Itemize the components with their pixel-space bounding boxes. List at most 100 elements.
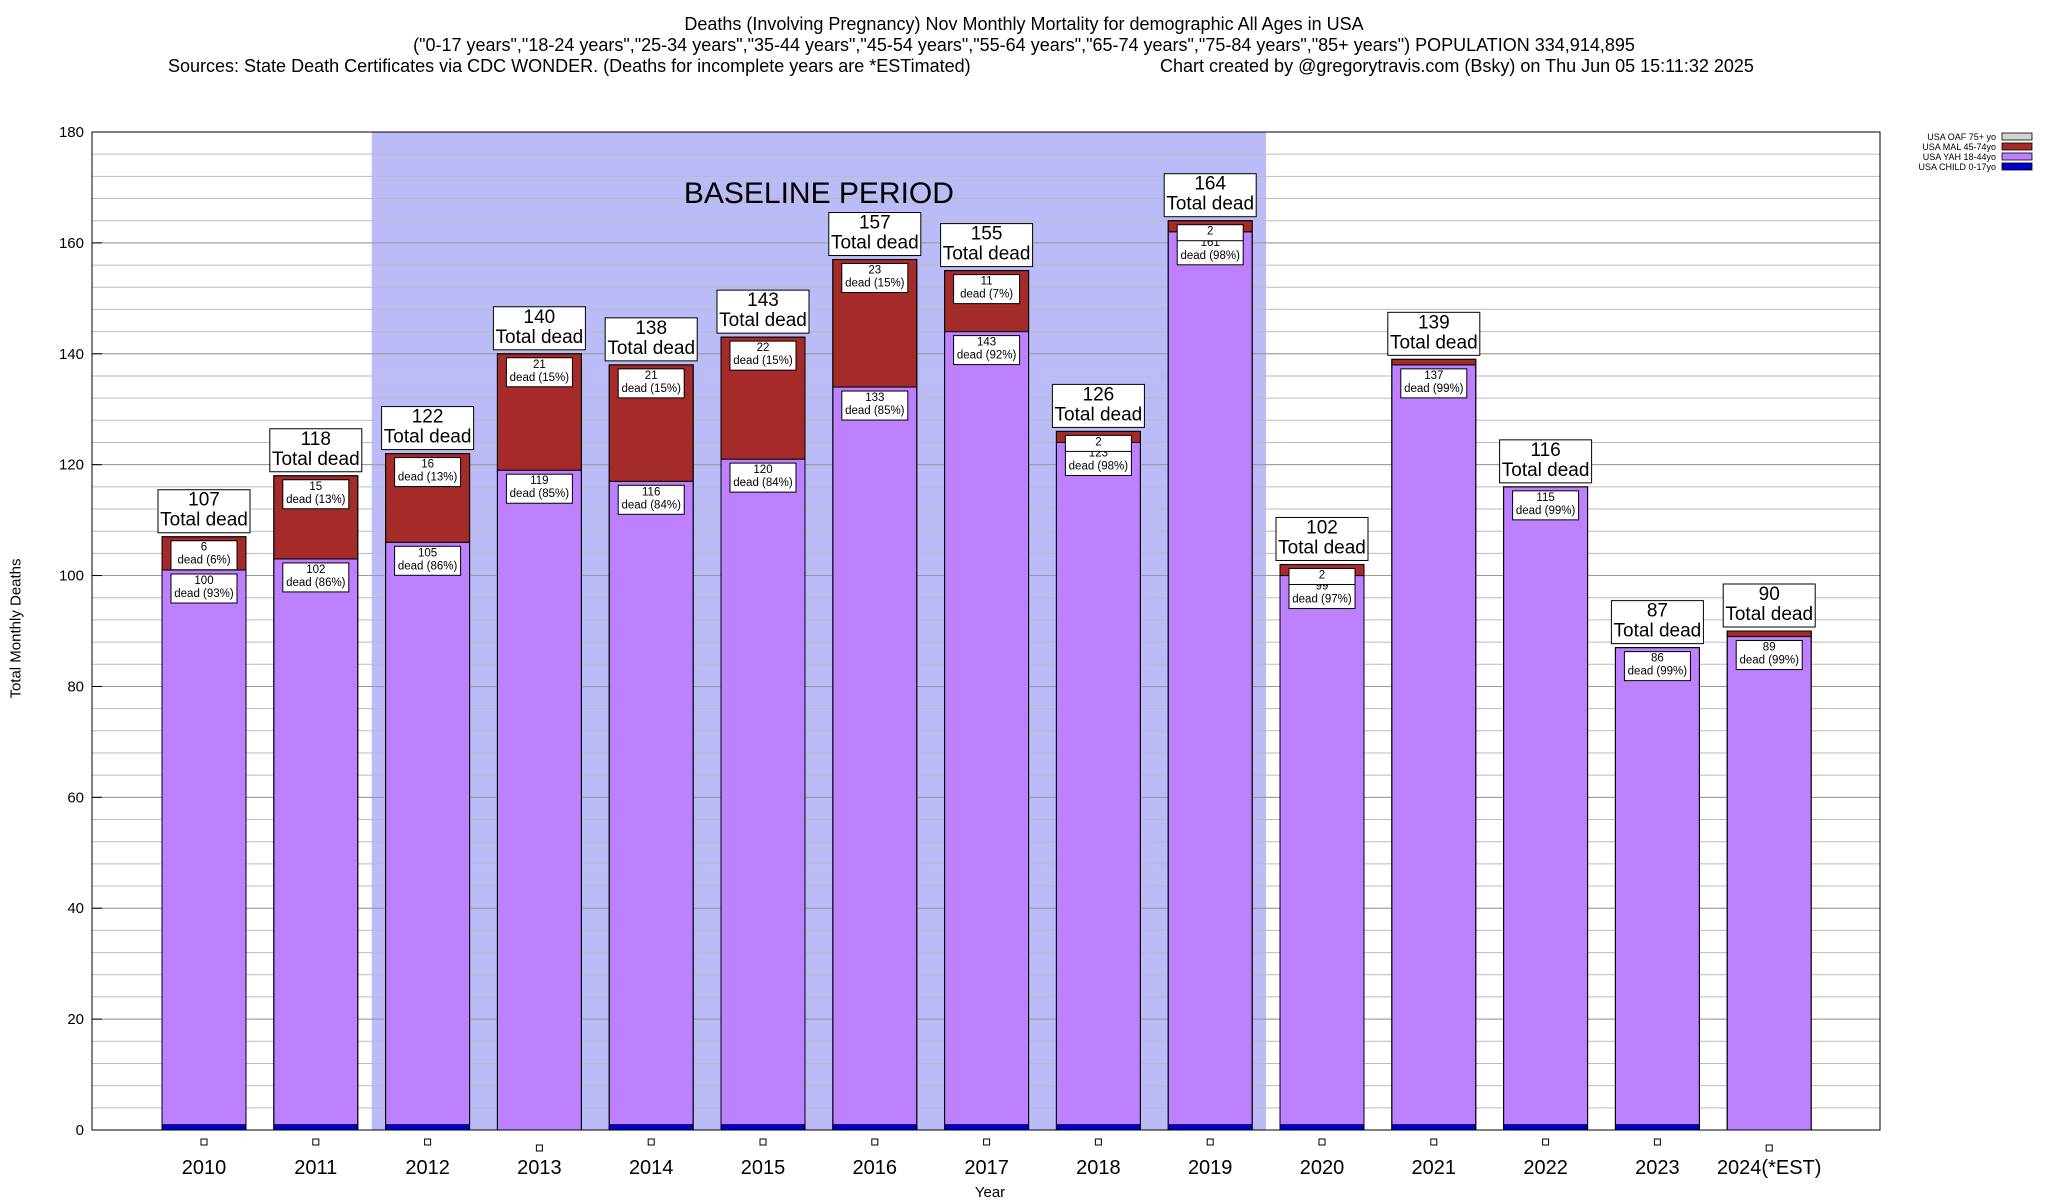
x-point-marker [1318,1138,1326,1146]
bar-yah-2020 [1279,575,1365,1131]
total-label-text: 164 [1194,174,1226,195]
legend-label: USA OAF 75+ yo [1927,132,1996,142]
x-tick-label: 2019 [1188,1157,1233,1179]
yah-label-text: 105 [418,547,437,559]
total-label-box [716,289,810,334]
chart-credit: Chart created by @gregorytravis.com (Bsk… [1160,56,1754,76]
bar-yah-2023 [1614,647,1700,1131]
mal-label-text: 6 [201,542,207,554]
x-tick-label: 2014 [629,1157,674,1179]
total-label-box [269,428,363,473]
yah-label-text: 137 [1424,370,1443,382]
bar-yah-2018 [1055,441,1141,1131]
yah-label-text: dead (99%) [1628,666,1688,678]
x-tick-label: 2018 [1076,1157,1121,1179]
y-tick-label: 100 [59,568,84,585]
chart-subtitle: ("0-17 years","18-24 years","25-34 years… [413,35,1635,55]
x-point-marker [759,1138,767,1146]
baseline-period-label: BASELINE PERIOD [684,177,954,210]
bar-yah-2022 [1503,486,1589,1131]
total-label-box [1387,311,1481,356]
x-point-marker [1094,1138,1102,1146]
total-label-text: 118 [301,429,331,450]
mal-label-text: dead (15%) [510,372,570,384]
bar-child-2018 [1056,1124,1141,1131]
mal-label-box [617,368,685,399]
mal-label-box [729,340,797,371]
y-tick-label: 20 [67,1011,84,1028]
bar-child-2016 [832,1124,918,1131]
total-label-text: Total dead [1502,460,1590,481]
yah-label-text: dead (97%) [1292,594,1352,606]
bar-mal-2024(*EST) [1726,630,1812,638]
total-label-text: 107 [188,490,220,511]
mal-label-text: 21 [645,370,658,382]
bar-yah-2017 [944,331,1030,1131]
legend-label: USA MAL 45-74yo [1922,142,1996,152]
yah-label-box [394,545,462,576]
legend-label: USA CHILD 0-17yo [1918,162,1996,172]
bar-child-2019 [1167,1124,1253,1131]
yah-label-box [1623,651,1691,682]
total-label-box [604,317,698,362]
bar-child-2023 [1615,1124,1700,1131]
bar-child-2022 [1503,1124,1588,1131]
yah-label-box [729,462,797,493]
yah-label-text: dead (84%) [733,477,793,489]
x-tick-label: 2024(*EST) [1717,1157,1822,1179]
yah-label-text: dead (99%) [1404,383,1464,395]
yah-label-text: dead (98%) [1069,460,1129,472]
yah-label-text: dead (93%) [174,588,234,600]
yah-label-text: dead (98%) [1180,250,1240,262]
mal-label-text: dead (13%) [286,494,346,506]
bar-yah-2024(*EST) [1726,636,1812,1131]
total-label-text: 122 [412,407,444,428]
x-tick-label: 2013 [517,1157,562,1179]
yah-label-text: 102 [306,564,325,576]
bar-child-2011 [273,1124,359,1131]
total-label-text: Total dead [831,233,919,254]
bar-yah-2012 [385,541,471,1131]
total-label-box [381,406,475,451]
bar-child-2017 [944,1124,1029,1131]
y-tick-label: 40 [67,900,84,917]
total-label-box [1499,439,1593,484]
x-point-marker [1206,1138,1214,1146]
total-label-text: 138 [635,318,667,339]
mal-label-box [505,357,573,388]
total-label-text: Total dead [496,327,584,348]
legend-swatch [2001,152,2033,161]
total-label-text: Total dead [1725,604,1813,625]
bar-yah-2013 [496,469,582,1131]
bar-yah-2019 [1167,231,1253,1131]
x-tick-label: 2015 [741,1157,786,1179]
mal-label-text: 23 [868,265,881,277]
total-label-text: 139 [1418,312,1450,333]
yah-label-text: 89 [1763,642,1776,654]
mal-label-box [1288,567,1356,585]
bar-yah-2014 [608,480,694,1131]
legend-swatch [2001,162,2033,171]
total-label-text: 140 [524,307,556,328]
total-label-text: Total dead [607,338,695,359]
x-tick-label: 2022 [1523,1157,1568,1179]
yah-label-box [953,335,1021,366]
bar-yah-2016 [832,386,918,1131]
mal-label-text: 16 [421,459,434,471]
chart-title: Deaths (Involving Pregnancy) Nov Monthly… [684,14,1364,34]
total-label-text: Total dead [719,310,807,331]
yah-label-text: 116 [642,486,660,498]
yah-label-text: dead (86%) [286,577,346,589]
yah-label-text: 100 [194,575,213,587]
y-tick-label: 0 [76,1122,84,1139]
mal-label-text: 22 [757,342,770,354]
yah-label-box [1400,368,1468,399]
y-tick-label: 180 [59,124,84,141]
yah-label-box [282,562,350,593]
x-point-marker [871,1138,879,1146]
bar-yah-2010 [161,569,247,1131]
x-point-marker [312,1138,320,1146]
mal-label-text: dead (15%) [733,355,793,367]
plot-border [91,131,1881,1131]
